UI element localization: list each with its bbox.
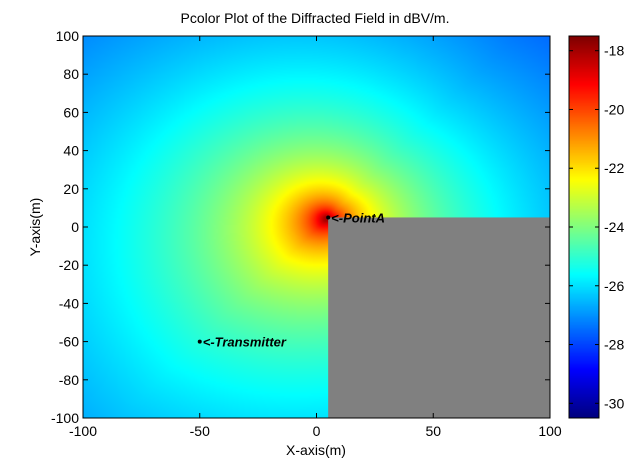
y-tick-label: 0 <box>71 219 79 235</box>
transmitter-marker <box>197 339 202 344</box>
y-axis-label: Y-axis(m) <box>27 198 43 257</box>
colorbar-tick-label: -18 <box>604 43 624 59</box>
colorbar-tick-label: -26 <box>604 278 624 294</box>
x-tick-label: -50 <box>190 423 210 439</box>
transmitter-label: <-Transmitter <box>203 335 287 350</box>
colorbar-ticks: -18 -20 -22 -24 -26 -28 -30 <box>569 43 624 411</box>
x-tick-label: 100 <box>538 423 562 439</box>
y-tick-label: -40 <box>59 295 79 311</box>
obstacle-block <box>328 217 550 418</box>
y-tick-label: -80 <box>59 372 79 388</box>
y-tick-label: -20 <box>59 257 79 273</box>
colorbar: -18 -20 -22 -24 -26 -28 -30 <box>568 35 624 419</box>
y-tick-label: -60 <box>59 334 79 350</box>
y-axis-ticks: 100 80 60 40 20 0 -20 -40 -60 -80 -100 <box>51 28 550 426</box>
y-tick-label: 100 <box>56 28 80 44</box>
colorbar-tick-label: -22 <box>604 160 624 176</box>
y-tick-label: 60 <box>63 104 79 120</box>
y-tick-label: 40 <box>63 143 79 159</box>
y-tick-label: -100 <box>51 410 79 426</box>
colorbar-tick-label: -28 <box>604 337 624 353</box>
colorbar-tick-label: -30 <box>604 395 624 411</box>
colorbar-tick-label: -24 <box>604 219 624 235</box>
y-tick-label: 20 <box>63 181 79 197</box>
y-tick-label: 80 <box>63 66 79 82</box>
colorbar-tick-label: -20 <box>604 101 624 117</box>
plot-area <box>82 35 551 419</box>
x-tick-label: -100 <box>69 423 97 439</box>
pointa-label: <-PointA <box>331 210 385 225</box>
x-axis-ticks: -100 -50 0 50 100 <box>69 36 562 439</box>
x-tick-label: 50 <box>425 423 441 439</box>
annotations: <-PointA <-Transmitter <box>197 210 385 350</box>
x-axis-label: X-axis(m) <box>286 442 346 458</box>
pointa-marker <box>326 215 331 220</box>
chart-title: Pcolor Plot of the Diffracted Field in d… <box>181 10 450 26</box>
colorbar-gradient <box>569 36 599 418</box>
x-tick-label: 0 <box>313 423 321 439</box>
